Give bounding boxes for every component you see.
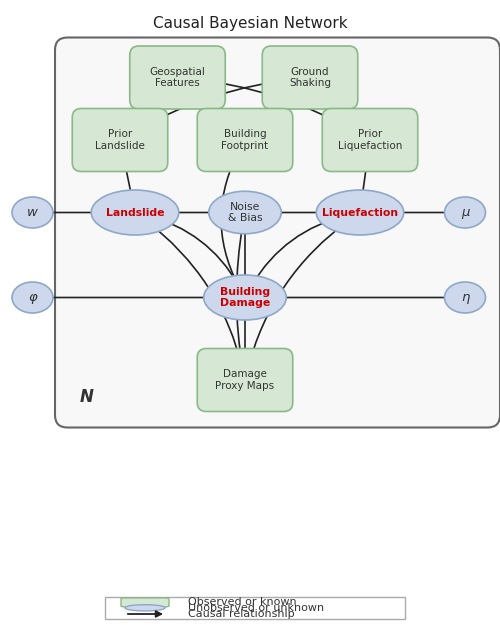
FancyBboxPatch shape	[197, 109, 292, 171]
Text: Liquefaction: Liquefaction	[322, 208, 398, 217]
Text: Ground
Shaking: Ground Shaking	[289, 67, 331, 88]
Ellipse shape	[444, 282, 486, 313]
Ellipse shape	[12, 282, 53, 313]
Text: Damage
Proxy Maps: Damage Proxy Maps	[216, 369, 274, 391]
Text: N: N	[80, 389, 94, 406]
Ellipse shape	[125, 605, 165, 611]
Text: w: w	[27, 206, 38, 219]
FancyBboxPatch shape	[121, 598, 169, 607]
FancyBboxPatch shape	[72, 109, 168, 171]
Text: φ: φ	[28, 291, 37, 304]
Text: Landslide: Landslide	[106, 208, 164, 217]
Text: η: η	[461, 291, 469, 304]
Ellipse shape	[12, 197, 53, 228]
Ellipse shape	[316, 190, 404, 235]
Text: Causal relationship: Causal relationship	[188, 609, 294, 619]
FancyBboxPatch shape	[55, 38, 500, 428]
FancyBboxPatch shape	[105, 597, 405, 619]
Ellipse shape	[91, 190, 179, 235]
Text: μ: μ	[461, 206, 469, 219]
Text: Building
Footprint: Building Footprint	[222, 129, 268, 151]
Text: Prior
Landslide: Prior Landslide	[95, 129, 145, 151]
Text: Observed or known: Observed or known	[188, 598, 296, 608]
Text: Noise
& Bias: Noise & Bias	[228, 202, 262, 223]
Text: Unobserved or unknown: Unobserved or unknown	[188, 602, 324, 612]
Text: Building
Damage: Building Damage	[220, 287, 270, 308]
Ellipse shape	[444, 197, 486, 228]
Text: Geospatial
Features: Geospatial Features	[150, 67, 206, 88]
FancyBboxPatch shape	[322, 109, 418, 171]
FancyBboxPatch shape	[197, 349, 292, 411]
FancyBboxPatch shape	[262, 46, 358, 109]
Text: Prior
Liquefaction: Prior Liquefaction	[338, 129, 402, 151]
Ellipse shape	[209, 191, 281, 234]
FancyBboxPatch shape	[130, 46, 225, 109]
Ellipse shape	[204, 275, 286, 320]
Text: Causal Bayesian Network: Causal Bayesian Network	[152, 16, 348, 31]
